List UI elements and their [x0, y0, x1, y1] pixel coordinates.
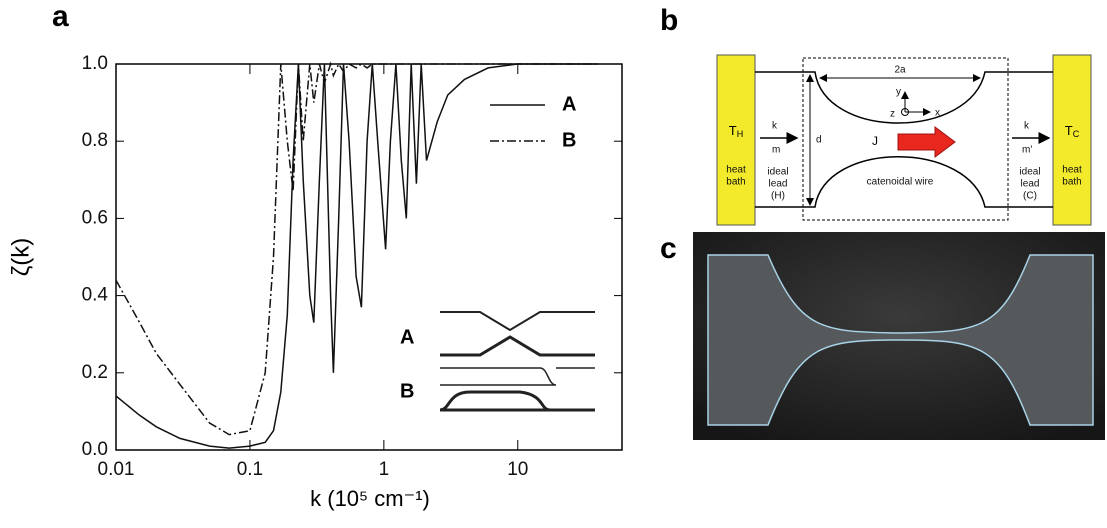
dashed-box: [802, 57, 1009, 221]
dimension-label: d: [816, 135, 822, 146]
series-line: [115, 61, 599, 436]
bath-label: heat: [726, 165, 746, 176]
bath-label: heat: [1062, 165, 1082, 176]
temp-symbol: T: [729, 123, 737, 138]
temp-symbol: T: [1065, 123, 1073, 138]
lead-label: ideal: [1019, 167, 1040, 178]
axis-z: [901, 108, 909, 116]
y-tick-label: 0.4: [82, 285, 109, 306]
legend-label: B: [562, 129, 576, 151]
legend-label: A: [562, 93, 576, 115]
panel-label: a: [52, 0, 69, 33]
dimension-label: 2a: [894, 65, 906, 76]
diagram: [716, 54, 1092, 226]
axis-label: x: [935, 108, 940, 119]
axis-label: y: [896, 87, 901, 98]
wire-top: [755, 71, 1053, 124]
y-axis-label: ζ(k): [7, 238, 34, 277]
wave-label: k: [1024, 121, 1030, 132]
mass-label: m': [1022, 145, 1032, 156]
bath-temp: TH: [729, 123, 743, 139]
micrograph: [693, 232, 1105, 440]
series-line: [115, 63, 599, 449]
inset: [439, 311, 595, 412]
x-tick-label: 0.1: [237, 459, 263, 480]
lead-label: ideal: [767, 167, 788, 178]
inset-label: B: [400, 380, 414, 402]
bath-label: bath: [1062, 177, 1081, 188]
catenoid-sample: [707, 254, 1094, 426]
x-axis-label: k (10⁵ cm⁻¹): [310, 486, 430, 511]
inset-shape: [440, 367, 557, 386]
x-tick-label: 0.01: [98, 459, 135, 480]
inset-shape: [440, 311, 595, 332]
heat-bath: [1052, 54, 1092, 226]
inset-shape: [440, 335, 595, 357]
x-tick-label: 10: [507, 459, 528, 480]
x-tick-label: 1: [379, 459, 390, 480]
bath-temp: TC: [1065, 123, 1080, 139]
wire-label: catenoidal wire: [867, 177, 934, 188]
inset-shape: [439, 390, 595, 412]
lead-label: (C): [1023, 191, 1037, 202]
heat-flow-arrow: [897, 126, 956, 158]
y-tick-label: 0.6: [82, 207, 108, 228]
lead-label: lead: [769, 179, 788, 190]
y-tick-label: 0.2: [82, 362, 108, 383]
lead-label: lead: [1021, 179, 1040, 190]
mass-label: m: [772, 145, 780, 156]
current-label: J: [872, 134, 878, 148]
panel-label: c: [660, 232, 677, 265]
y-tick-label: 1.0: [82, 53, 108, 74]
lead-label: (H): [771, 191, 785, 202]
temp-sub: C: [1073, 129, 1080, 139]
temp-sub: H: [737, 129, 744, 139]
wave-label: k: [772, 121, 778, 132]
y-tick-label: 0.0: [82, 439, 108, 460]
plot-frame: [115, 63, 623, 451]
panel-label: b: [660, 4, 678, 37]
y-tick-label: 0.8: [82, 130, 108, 151]
heat-bath: [716, 54, 756, 226]
inset-label: A: [400, 326, 414, 348]
wire-bottom: [755, 156, 1053, 208]
axis-label: z: [890, 109, 895, 120]
bath-label: bath: [726, 177, 745, 188]
